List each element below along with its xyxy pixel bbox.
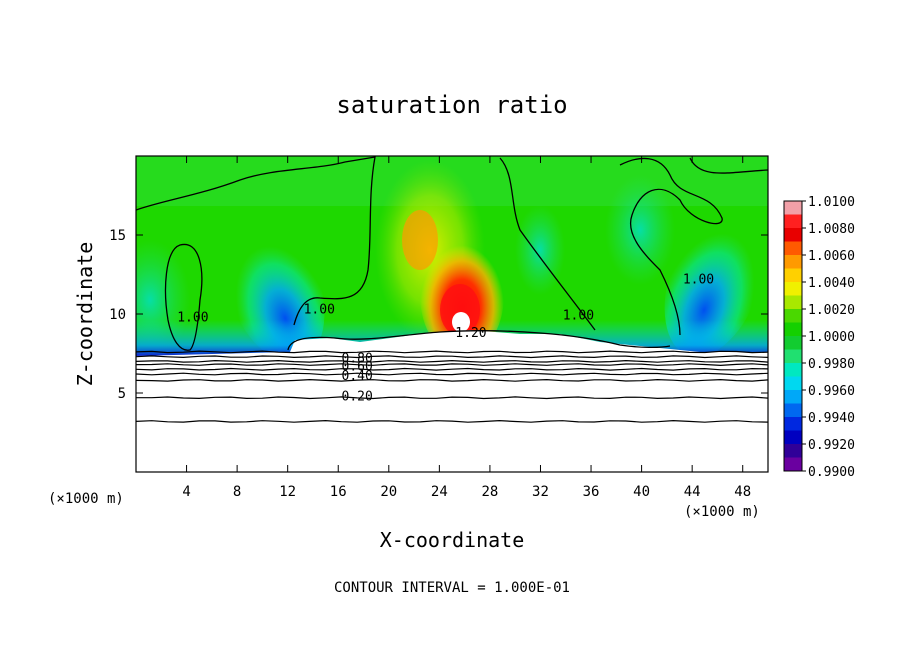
x-tick-label: 32 (532, 484, 549, 500)
x-tick-label: 8 (233, 484, 241, 500)
colorbar-tick-label: 1.0000 (808, 330, 855, 345)
colorbar-swatch (784, 417, 802, 431)
y-axis-label: Z-coordinate (73, 242, 97, 387)
colorbar-swatch (784, 457, 802, 472)
stable-contour-line (136, 367, 768, 371)
colorbar-tick-label: 0.9940 (808, 411, 855, 426)
contour-label: 0.60 (342, 359, 373, 374)
colorbar-tick-label: 1.0020 (808, 303, 855, 318)
colorbar-swatch (784, 349, 802, 364)
stable-contour-line (136, 396, 768, 400)
colorbar: 1.0100 1.0080 1.0060 1.0040 1.0020 1.0000 0.99… (783, 195, 855, 480)
colorbar-swatch (784, 322, 802, 337)
x-unit-left: (×1000 m) (48, 491, 124, 507)
x-unit-right: (×1000 m) (684, 504, 760, 520)
stable-layer-contours (136, 350, 768, 423)
blue-patch-right (664, 203, 766, 357)
colorbar-tick-label: 1.0100 (808, 195, 855, 210)
white-peak (452, 312, 470, 332)
y-axis: 5 10 15 (109, 228, 768, 402)
colorbar-swatch (784, 444, 802, 458)
colorbar-swatch (784, 268, 802, 283)
colorbar-swatch (784, 309, 802, 323)
y-tick-label: 10 (109, 307, 126, 323)
red-core (440, 284, 480, 336)
colorbar-tick-label: 0.9960 (808, 384, 855, 399)
colorbar-swatch (784, 214, 802, 229)
cyan-patch-mid (515, 205, 565, 295)
x-tick-label: 36 (583, 484, 600, 500)
contour-label: 1.00 (683, 272, 714, 287)
colorbar-tick-label: 0.9900 (808, 465, 855, 480)
x-tick-label: 12 (279, 484, 296, 500)
stable-contour-line (136, 355, 768, 359)
colorbar-swatch (784, 295, 802, 310)
colorbar-swatch (784, 363, 802, 377)
colorbar-tick-label: 0.9920 (808, 438, 855, 453)
contour-lines (136, 156, 768, 351)
colorbar-swatch (784, 241, 802, 256)
contour-label: 0.40 (342, 369, 373, 384)
x-tick-label: 16 (330, 484, 347, 500)
colorbar-swatch (784, 336, 802, 350)
colorbar-swatch (784, 390, 802, 404)
contour-labels: 1.00 1.00 1.20 1.00 1.00 0.800.600.40 0.20 (177, 272, 714, 404)
x-tick-label: 4 (182, 484, 190, 500)
contour-1.00-upper-left (136, 156, 376, 326)
contour-1.20-surface (287, 329, 671, 351)
y-tick-label: 5 (118, 386, 126, 402)
colorbar-swatch (784, 430, 802, 445)
chart-title: saturation ratio (336, 91, 567, 119)
colorbar-tick-label: 1.0040 (808, 276, 855, 291)
orange-patch (402, 210, 438, 270)
contour-label: 0.20 (342, 389, 373, 404)
y-tick-label: 15 (109, 228, 126, 244)
contour-label: 1.00 (304, 302, 335, 317)
contour-1.00-upper-right (499, 157, 596, 331)
stable-contour-line (136, 350, 768, 354)
colorbar-tick-label: 1.0080 (808, 222, 855, 237)
x-tick-label: 44 (684, 484, 701, 500)
colorbar-swatch (784, 228, 802, 242)
colorbar-swatch (784, 376, 802, 391)
colorbar-swatch (784, 282, 802, 296)
stable-contour-line (136, 419, 768, 423)
x-tick-label: 20 (380, 484, 397, 500)
contour-1.00-top-right (689, 157, 768, 174)
x-axis: 4 8 12 16 20 24 28 32 36 40 44 48 (182, 156, 751, 500)
contour-label: 0.80 (342, 351, 373, 366)
colorbar-tick-label: 1.0060 (808, 249, 855, 264)
contour-label: 1.00 (177, 310, 208, 325)
contour-label: 1.20 (455, 326, 486, 341)
saturation-field (136, 156, 768, 472)
colorbar-tick-label: 0.9980 (808, 357, 855, 372)
x-tick-label: 40 (633, 484, 650, 500)
stable-contour-line (136, 363, 768, 367)
contour-label: 1.00 (563, 309, 594, 324)
x-tick-label: 48 (734, 484, 751, 500)
stable-contour-line (136, 378, 768, 382)
cyan-patch-right (605, 175, 675, 285)
contour-interval-note: CONTOUR INTERVAL = 1.000E-01 (334, 580, 570, 596)
colorbar-swatch (784, 201, 802, 215)
contour-1.00-left-loop (164, 243, 203, 351)
x-axis-label: X-coordinate (380, 528, 525, 552)
stable-contour-line (136, 359, 768, 363)
x-tick-label: 28 (481, 484, 498, 500)
colorbar-swatch (784, 403, 802, 418)
colorbar-swatch (784, 255, 802, 269)
stable-contour-line (136, 372, 768, 376)
contour-1.00-right-lobe (619, 157, 723, 336)
x-tick-label: 24 (431, 484, 448, 500)
